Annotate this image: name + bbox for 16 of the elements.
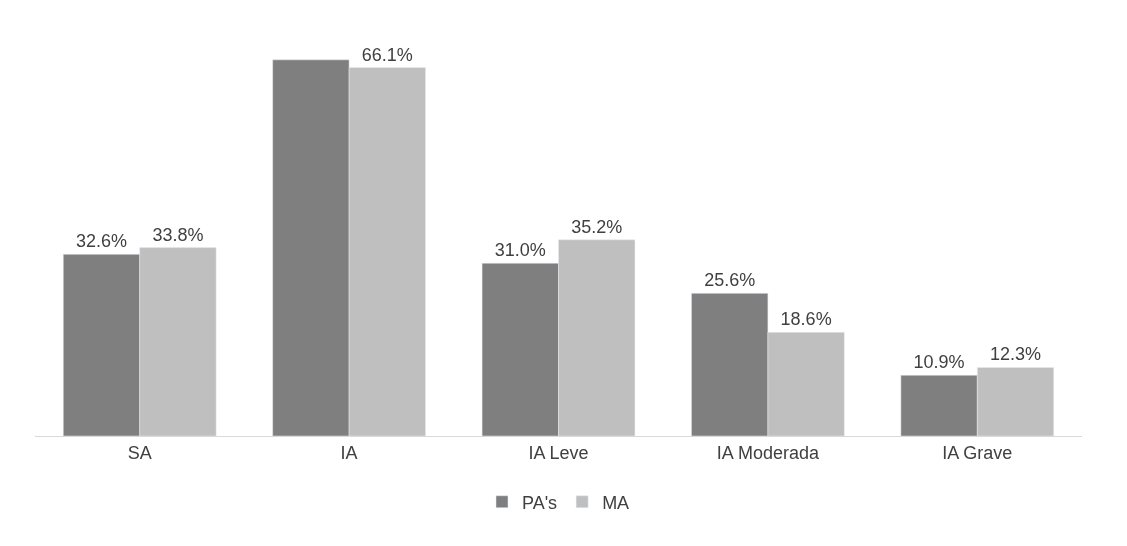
data-label: 66.1% <box>361 44 413 65</box>
x-tick-label: SA <box>127 442 152 463</box>
legend-label: MA <box>602 492 630 513</box>
legend-label: PA's <box>522 492 558 513</box>
x-tick-label: IA <box>340 442 358 463</box>
data-label: 35.2% <box>571 216 623 237</box>
data-label: 31.0% <box>494 240 546 261</box>
data-label: 18.6% <box>780 309 832 330</box>
data-label: 33.8% <box>152 224 204 245</box>
data-label: 10.9% <box>913 352 965 373</box>
data-label: 12.3% <box>989 344 1042 365</box>
x-tick-label: IA Leve <box>528 442 589 463</box>
x-tick-label: IA Moderada <box>716 442 820 463</box>
data-label: 25.6% <box>704 270 756 291</box>
x-tick-label: IA Grave <box>942 442 1013 463</box>
data-label: 32.6% <box>75 231 128 252</box>
